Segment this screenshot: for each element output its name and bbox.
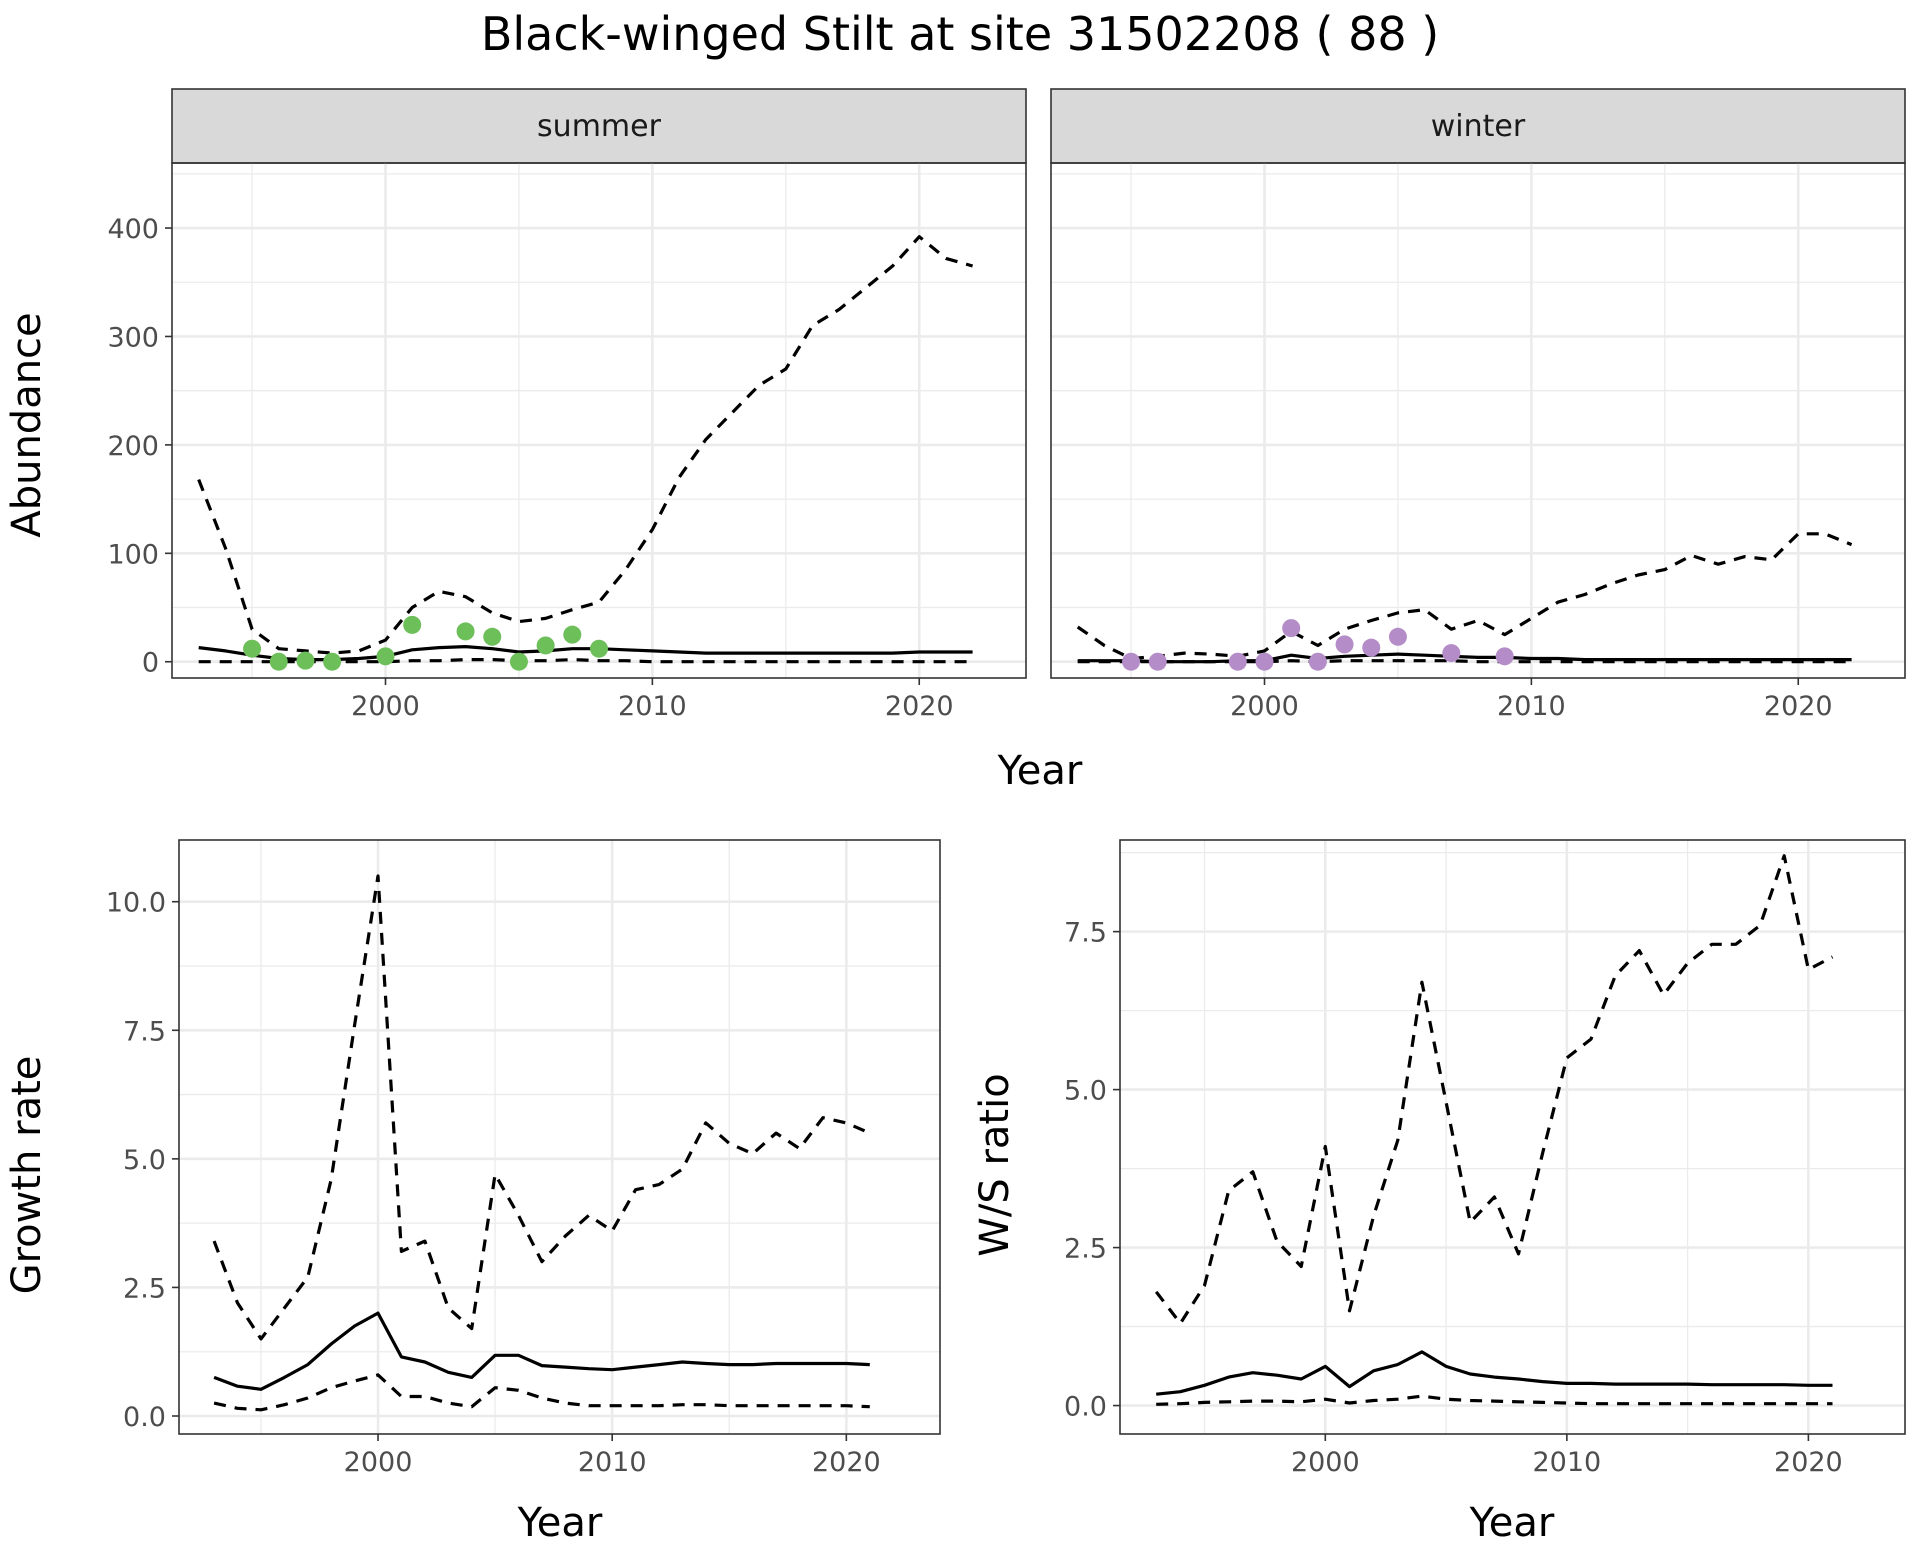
x-tick-label: 2010: [1497, 691, 1566, 722]
dashed-series-line-1: [1076, 532, 1853, 661]
observed-count-point: [403, 615, 422, 634]
observed-count-point: [509, 652, 528, 671]
observed-count-point: [1308, 652, 1327, 671]
abundance-summer-panel: summer 2000 2010 2020 0 100 200 300 400: [107, 88, 1027, 722]
dashed-series-line-1: [1154, 854, 1834, 1326]
solid-series-line: [198, 644, 973, 662]
ws-ratio-panel: 2000 2010 2020 0.0 2.5 5.0 7.5: [1064, 839, 1906, 1478]
observed-count-point: [1255, 652, 1274, 671]
dashed-series-line-1: [212, 874, 871, 1341]
x-tick-label: 2010: [578, 1447, 647, 1478]
observed-count-point: [296, 651, 315, 670]
y-tick-label: 0.0: [123, 1402, 166, 1433]
x-tick-label: 2000: [344, 1447, 413, 1478]
grid: [172, 163, 1026, 678]
abundance-x-axis-title: Year: [997, 748, 1083, 794]
y-tick-label: 400: [107, 214, 159, 245]
growth-rate-panel: 2000 2010 2020 0.0 2.5 5.0 7.5 10.0: [106, 839, 941, 1478]
solid-series-line: [213, 1311, 870, 1391]
y-tick-label: 10.0: [106, 888, 166, 919]
dashed-series-line-2: [213, 1373, 870, 1412]
observed-count-point: [563, 625, 582, 644]
abundance-y-axis-title: Abundance: [4, 312, 50, 537]
y-tick-label: 200: [107, 431, 159, 462]
observed-count-point: [1495, 647, 1514, 666]
y-tick-label: 7.5: [123, 1016, 166, 1047]
observed-count-point: [456, 622, 475, 641]
observed-count-point: [1228, 652, 1247, 671]
x-tick-label: 2020: [812, 1447, 881, 1478]
x-tick-label: 2010: [1532, 1447, 1601, 1478]
y-tick-label: 0: [142, 648, 159, 679]
abundance-winter-panel: winter 2000 2010 2020: [1050, 88, 1906, 722]
x-tick-label: 2020: [885, 691, 954, 722]
x-tick-label: 2010: [618, 691, 687, 722]
panel-border: [171, 162, 1027, 679]
y-tick-label: 0.0: [1064, 1392, 1107, 1423]
x-tick-label: 2000: [1291, 1447, 1360, 1478]
observed-count-point: [483, 627, 502, 646]
facet-strip-label: summer: [537, 109, 662, 144]
panel-border: [1119, 839, 1906, 1435]
panel-border: [1050, 162, 1906, 679]
observed-count-point: [376, 647, 395, 666]
dashed-series-line-2: [1077, 659, 1852, 664]
ws-ratio-y-axis-title: W/S ratio: [972, 1073, 1018, 1256]
observed-count-point: [536, 636, 555, 655]
observed-count-point: [1442, 644, 1461, 663]
growth-rate-x-axis-title: Year: [517, 1500, 603, 1546]
x-tick-label: 2000: [1230, 691, 1299, 722]
grid: [179, 840, 940, 1434]
observed-count-point: [1148, 652, 1167, 671]
observed-count-point: [590, 639, 608, 658]
y-tick-label: 7.5: [1064, 918, 1107, 949]
y-tick-label: 5.0: [1064, 1076, 1107, 1107]
panel-border: [178, 839, 941, 1435]
observed-count-point: [243, 639, 262, 658]
observed-count-point: [1362, 638, 1381, 657]
observed-count-point: [1122, 652, 1141, 671]
facet-strip: [171, 88, 1027, 164]
dashed-series-line-1: [197, 235, 974, 655]
ws-ratio-x-axis-title: Year: [1469, 1500, 1555, 1546]
y-tick-label: 5.0: [123, 1145, 166, 1176]
observed-count-point: [1282, 619, 1301, 638]
observed-count-point: [323, 652, 342, 671]
facet-strip-label: winter: [1431, 109, 1526, 144]
y-tick-label: 2.5: [123, 1273, 166, 1304]
observed-count-point: [1388, 627, 1407, 646]
observed-count-point: [269, 652, 288, 671]
grid: [1051, 163, 1905, 678]
y-tick-label: 300: [107, 322, 159, 353]
x-tick-label: 2000: [351, 691, 420, 722]
observed-count-point: [1335, 635, 1354, 654]
figure-title: Black-winged Stilt at site 31502208 ( 88…: [481, 7, 1439, 61]
facet-strip: [1050, 88, 1906, 164]
x-tick-label: 2020: [1764, 691, 1833, 722]
solid-series-line: [1156, 1350, 1833, 1396]
y-tick-label: 2.5: [1064, 1234, 1107, 1265]
grid: [1120, 840, 1905, 1434]
y-tick-label: 100: [107, 539, 159, 570]
dashed-series-line-2: [1156, 1394, 1833, 1406]
x-tick-label: 2020: [1774, 1447, 1843, 1478]
growth-rate-y-axis-title: Growth rate: [4, 1056, 50, 1295]
